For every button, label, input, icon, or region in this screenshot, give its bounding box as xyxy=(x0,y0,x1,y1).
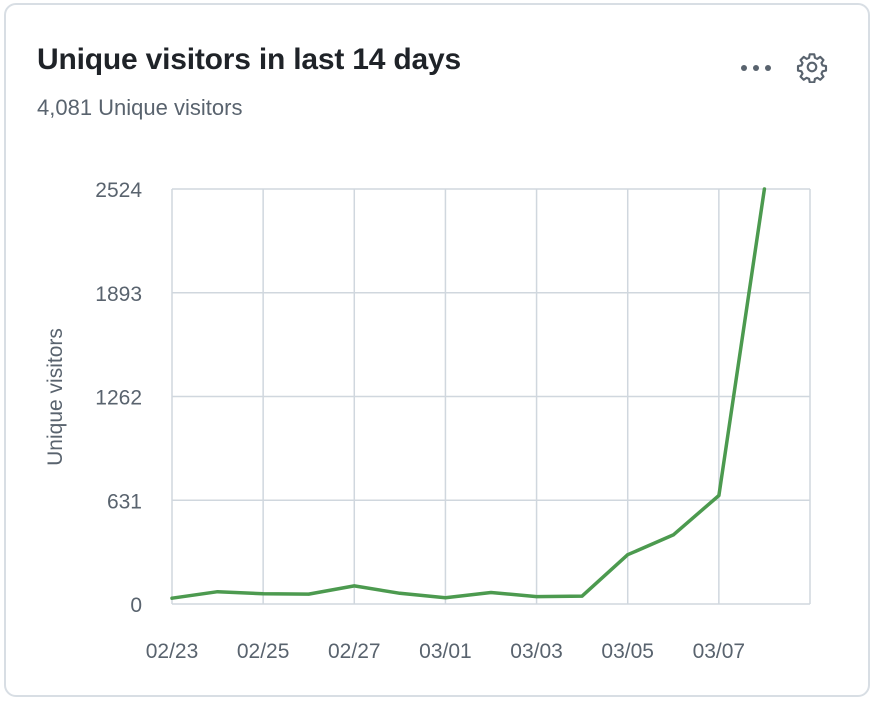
data-point xyxy=(717,493,721,497)
y-tick-label: 2524 xyxy=(95,179,142,202)
x-tick-label: 02/25 xyxy=(237,640,290,663)
gear-icon xyxy=(796,53,828,83)
visitors-card: Unique visitors in last 14 days 4,081 Un… xyxy=(4,3,870,697)
y-axis-ticks: 0 631 1262 1893 2524 xyxy=(95,179,142,617)
y-tick-label: 1262 xyxy=(95,387,142,410)
data-point xyxy=(671,533,675,537)
data-point xyxy=(535,595,539,599)
settings-button[interactable] xyxy=(792,47,832,87)
data-point xyxy=(216,590,220,594)
x-tick-label: 02/23 xyxy=(146,640,199,663)
x-axis-ticks: 02/23 02/25 02/27 03/01 03/03 03/05 03/07 xyxy=(146,640,745,663)
x-tick-label: 03/01 xyxy=(419,640,472,663)
data-point xyxy=(398,591,402,595)
kebab-horizontal-icon xyxy=(741,65,771,71)
data-point xyxy=(489,590,493,594)
data-point xyxy=(443,596,447,600)
y-tick-label: 1893 xyxy=(95,283,142,306)
visitor-count-subtitle: 4,081 Unique visitors xyxy=(37,95,243,120)
y-axis-title: Unique visitors xyxy=(44,328,67,466)
chart-series xyxy=(170,187,767,600)
data-point xyxy=(307,592,311,596)
data-point xyxy=(762,187,766,191)
data-point xyxy=(170,596,174,600)
data-point xyxy=(261,592,265,596)
chart-grid xyxy=(171,188,811,605)
x-tick-label: 03/05 xyxy=(601,640,654,663)
card-title: Unique visitors in last 14 days xyxy=(37,43,461,76)
y-tick-label: 0 xyxy=(130,594,142,617)
x-tick-label: 02/27 xyxy=(328,640,381,663)
data-point xyxy=(626,553,630,557)
data-point xyxy=(580,594,584,598)
series-line xyxy=(170,187,767,600)
more-options-button[interactable] xyxy=(734,50,778,86)
y-tick-label: 631 xyxy=(107,490,142,513)
x-tick-label: 03/03 xyxy=(510,640,563,663)
data-point xyxy=(352,584,356,588)
x-tick-label: 03/07 xyxy=(693,640,746,663)
